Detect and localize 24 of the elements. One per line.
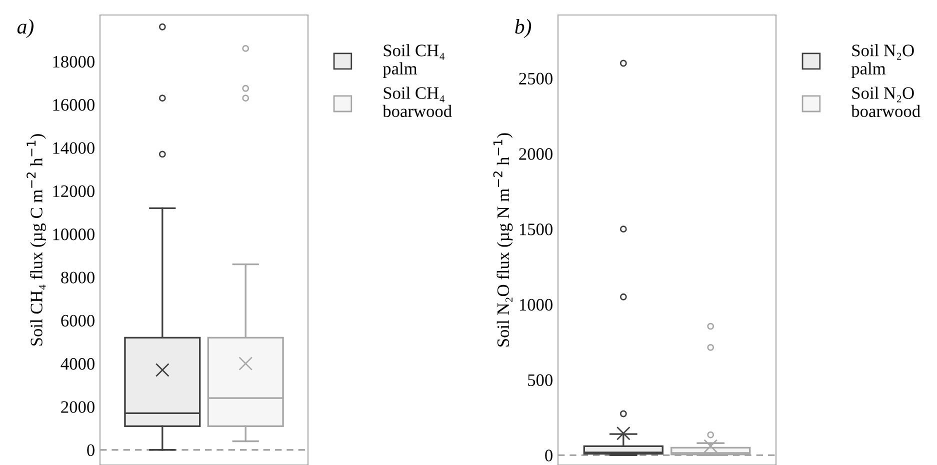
y-tick-label: 0	[87, 444, 94, 456]
legend-label: Soil CH₄ boarwood	[382, 86, 452, 118]
y-tick-label: 14000	[53, 142, 94, 154]
y-tick-label: 500	[528, 374, 552, 386]
y-tick-label: 18000	[53, 56, 94, 68]
y-tick-label: 2000	[61, 401, 94, 413]
y-tick-label: 1000	[520, 298, 552, 311]
y-tick-label: 10000	[53, 228, 94, 240]
y-tick-label: 8000	[61, 272, 94, 284]
y-tick-label: 2000	[519, 148, 552, 160]
y-tick-label: 1500	[520, 224, 552, 236]
chart-title: a)	[17, 19, 34, 38]
y-tick-label: 6000	[61, 314, 94, 327]
legend-label: Soil N₂O palm	[851, 44, 914, 78]
legend-label: Soil CH₄ palm	[382, 44, 445, 78]
y-tick-label: 0	[545, 450, 552, 462]
y-tick-label: 4000	[60, 358, 94, 370]
y-tick-label: 12000	[53, 185, 94, 198]
y-tick-label: 16000	[53, 99, 94, 111]
y-axis-title: Soil CH₄ flux (µg C m$^{−2}$ h$^{−1}$)	[26, 134, 46, 346]
y-axis-title: Soil N₂O flux (µg N m$^{−2}$ h$^{−1}$)	[493, 133, 513, 346]
y-tick-label: 2500	[519, 72, 552, 85]
legend-label: Soil N₂O boarwood	[851, 86, 920, 118]
chart-title: b)	[515, 19, 532, 38]
